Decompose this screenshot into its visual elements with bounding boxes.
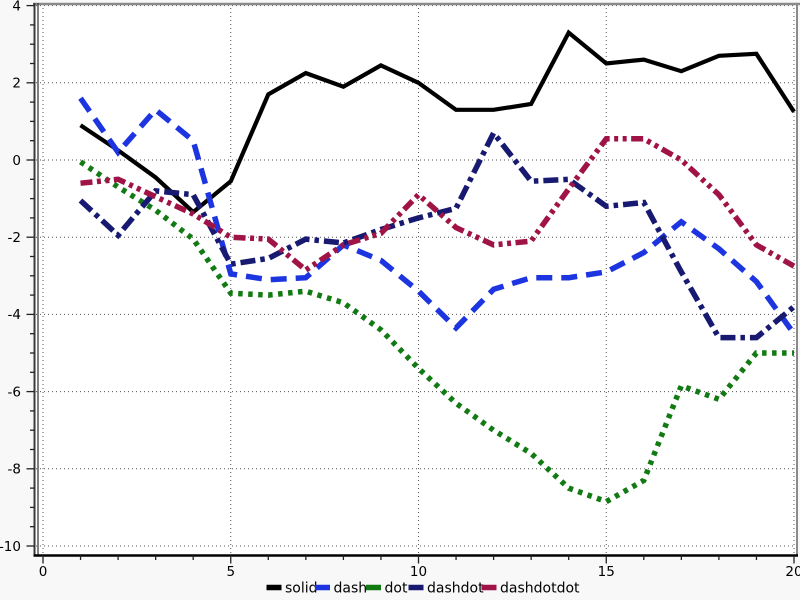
y-tick-label: -2 [8,230,21,246]
y-tick-label: -6 [8,384,21,400]
legend-item-dashdotdot: dashdotdot [481,581,580,597]
legend-label-dot: dot [385,581,408,597]
series-line-dashdot [78,127,796,341]
y-tick-label: -4 [8,307,21,323]
legend-item-dot: dot [366,581,408,597]
y-tick-label: 2 [12,76,21,92]
legend-label-dash: dash [334,581,368,597]
x-tick-label: 20 [785,564,800,580]
series-line-dashdotdot [80,136,796,274]
axis-ticks [26,4,795,564]
x-tick-label: 15 [598,564,615,580]
x-tick-label: 10 [410,564,427,580]
y-tick-label: -8 [8,462,21,478]
series-line-dot [78,159,794,505]
legend: solid dash dot dashdot dashdotdot [266,581,580,597]
y-tick-label: -10 [0,539,21,555]
y-tick-label: 4 [12,0,21,14]
x-axis-labels: 0 5 10 15 20 [39,564,800,580]
legend-label-dashdot: dashdot [427,581,484,597]
x-tick-label: 0 [39,564,48,580]
y-tick-label: 0 [12,153,21,169]
legend-item-solid: solid [266,581,318,597]
plot-area [36,4,797,556]
y-axis-labels: 4 2 0 -2 -4 -6 -8 -10 [0,0,21,555]
series-line-dash [78,96,797,336]
legend-item-dashdot: dashdot [408,581,484,597]
legend-item-dash: dash [315,581,367,597]
x-tick-label: 5 [226,564,235,580]
legend-label-solid: solid [285,581,318,597]
legend-label-dashdotdot: dashdotdot [500,581,580,597]
